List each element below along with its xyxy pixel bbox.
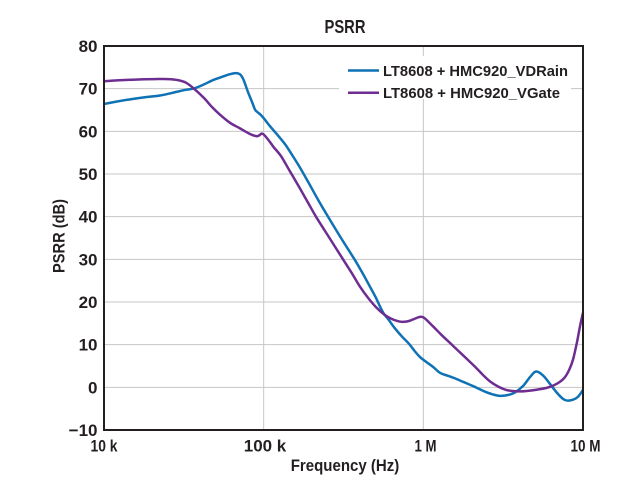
svg-text:100 k: 100 k — [244, 437, 287, 456]
svg-text:50: 50 — [79, 165, 98, 184]
svg-text:10 M: 10 M — [571, 437, 601, 456]
svg-text:80: 80 — [79, 37, 98, 56]
svg-text:10: 10 — [79, 336, 98, 355]
svg-text:PSRR (dB): PSRR (dB) — [50, 199, 69, 273]
svg-text:Frequency (Hz): Frequency (Hz) — [291, 456, 400, 475]
svg-text:−10: −10 — [69, 421, 98, 440]
svg-text:1 M: 1 M — [415, 437, 437, 456]
svg-text:70: 70 — [79, 80, 98, 99]
svg-text:30: 30 — [79, 250, 98, 269]
svg-text:PSRR: PSRR — [325, 17, 366, 37]
svg-text:LT8608 + HMC920_VGate: LT8608 + HMC920_VGate — [383, 85, 560, 102]
svg-text:LT8608 + HMC920_VDRain: LT8608 + HMC920_VDRain — [383, 63, 568, 80]
svg-text:20: 20 — [79, 293, 98, 312]
svg-text:40: 40 — [79, 208, 98, 227]
svg-text:0: 0 — [88, 378, 97, 397]
svg-text:10 k: 10 k — [91, 437, 118, 456]
svg-text:60: 60 — [79, 122, 98, 141]
